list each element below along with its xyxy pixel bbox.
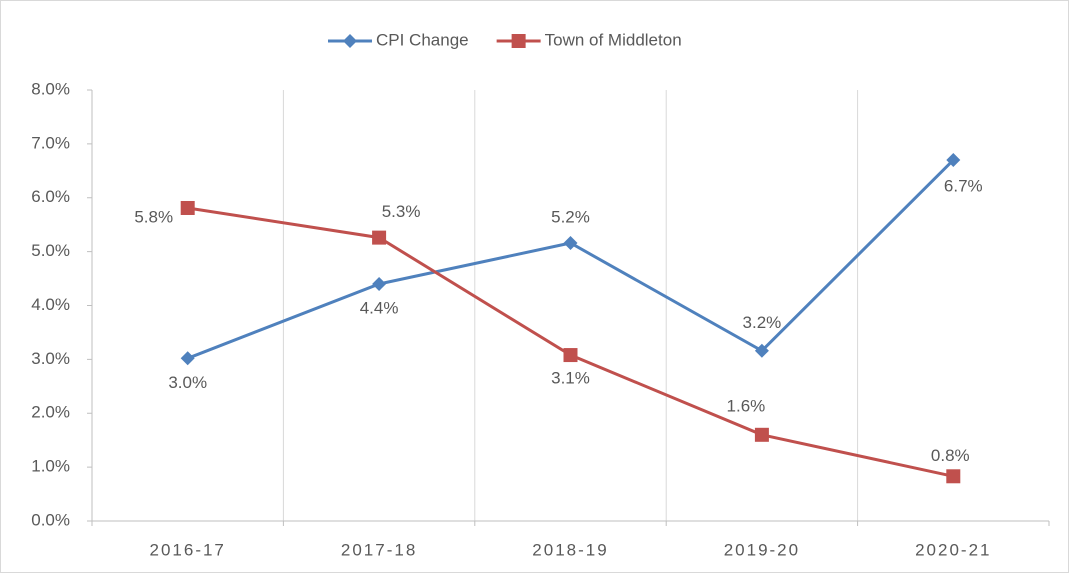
marker [946, 153, 961, 168]
marker [754, 427, 769, 442]
marker [343, 34, 357, 48]
y-tick-label: 6.0% [31, 187, 70, 206]
y-tick-label: 2.0% [31, 403, 70, 422]
x-tick-label: 2020-21 [915, 540, 991, 559]
legend-label: Town of Middleton [545, 30, 682, 49]
y-tick-label: 8.0% [31, 79, 70, 98]
x-tick-label: 2017-18 [341, 540, 417, 559]
y-tick-label: 1.0% [31, 457, 70, 476]
marker [563, 348, 578, 363]
y-tick-label: 0.0% [31, 510, 70, 529]
x-tick-label: 2016-17 [150, 540, 226, 559]
marker [372, 276, 387, 291]
legend-label: CPI Change [376, 30, 469, 49]
marker [372, 230, 387, 245]
marker [511, 34, 526, 48]
marker [946, 469, 961, 484]
y-tick-label: 7.0% [31, 133, 70, 152]
y-tick-label: 3.0% [31, 349, 70, 368]
data-label: 3.0% [168, 373, 207, 392]
data-label: 5.3% [382, 202, 421, 221]
data-label: 0.8% [931, 446, 970, 465]
data-label: 5.8% [134, 207, 173, 226]
marker [180, 351, 195, 366]
data-label: 5.2% [551, 207, 590, 226]
x-tick-label: 2019-20 [724, 540, 800, 559]
data-label: 1.6% [727, 396, 766, 415]
x-tick-label: 2018-19 [532, 540, 608, 559]
data-label: 6.7% [944, 177, 983, 196]
data-label: 3.1% [551, 369, 590, 388]
marker [754, 343, 769, 358]
data-label: 4.4% [360, 298, 399, 317]
marker [180, 200, 195, 215]
y-tick-label: 4.0% [31, 295, 70, 314]
data-label: 3.2% [743, 313, 782, 332]
marker [563, 236, 578, 251]
y-tick-label: 5.0% [31, 241, 70, 260]
